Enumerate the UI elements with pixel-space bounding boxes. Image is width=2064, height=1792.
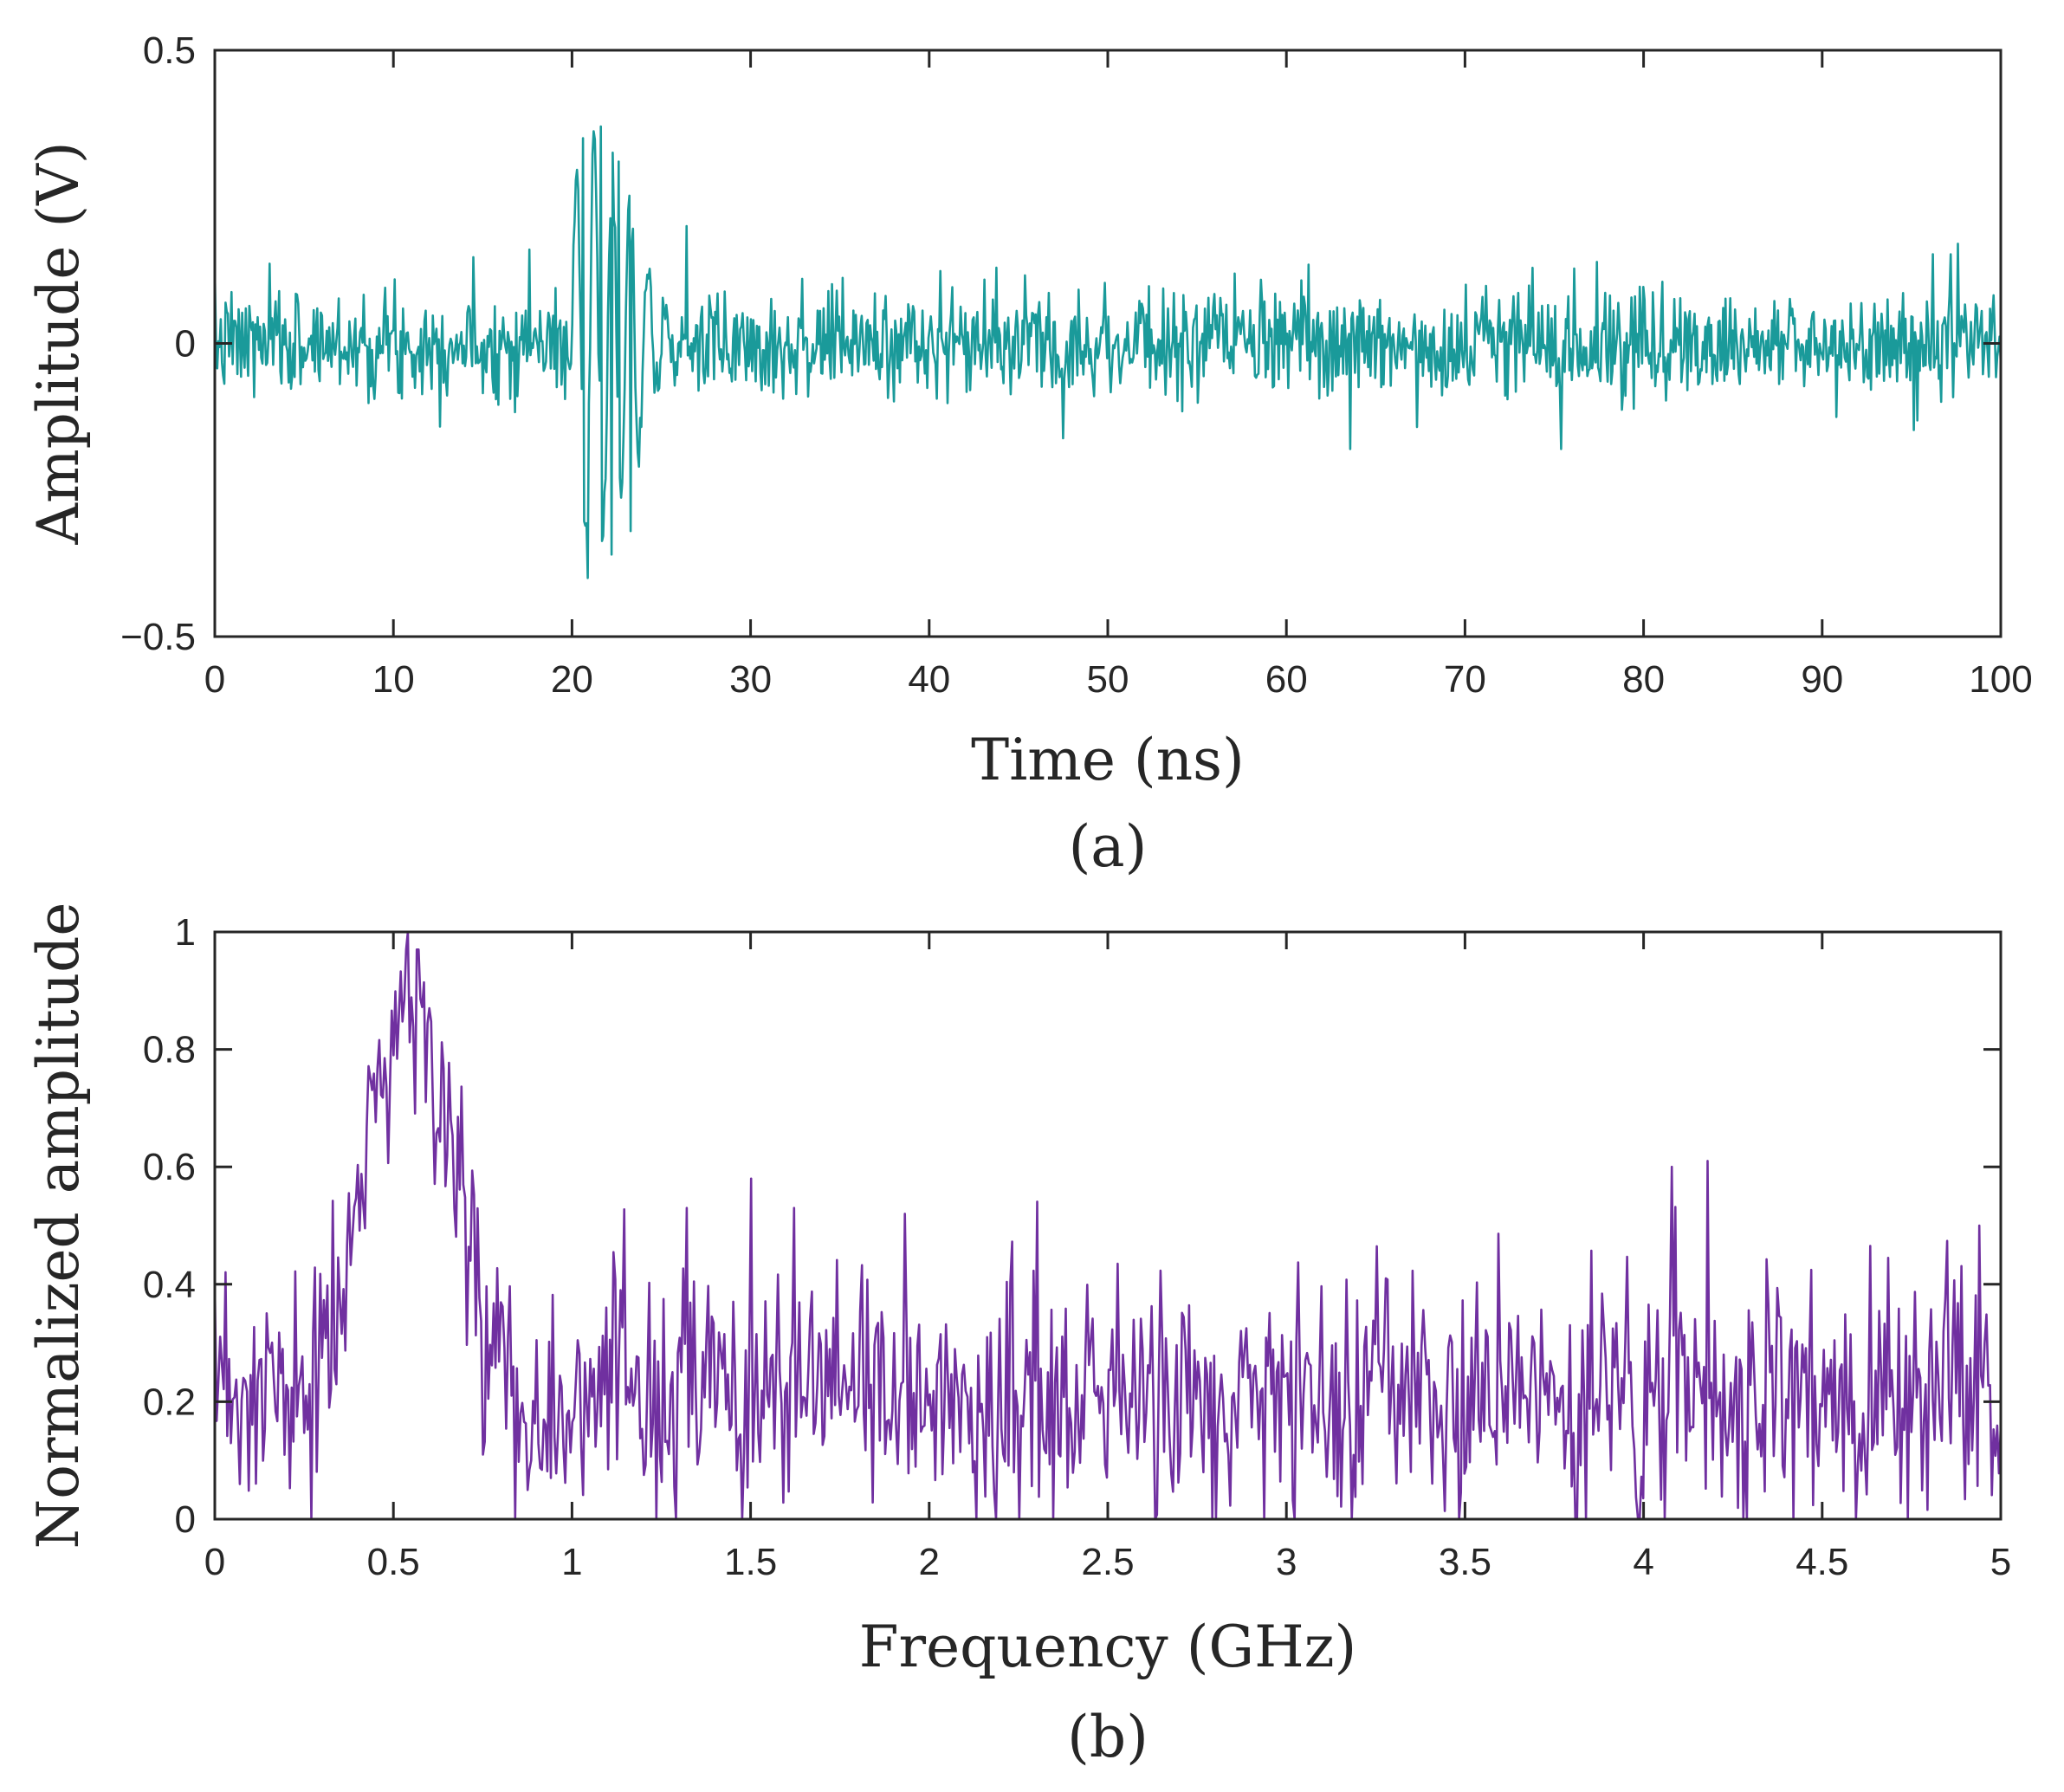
x-tick-label-b-0: 0: [204, 1541, 225, 1583]
y-tick-label-a-0: −0.5: [120, 616, 196, 658]
y-tick-label-b-1: 0.2: [143, 1381, 196, 1423]
x-tick-label-b-1: 0.5: [367, 1541, 420, 1583]
panel-label-b: (b): [1067, 1704, 1148, 1770]
x-tick-label-b-5: 2.5: [1081, 1541, 1134, 1583]
x-tick-label-a-0: 0: [204, 658, 225, 701]
series-line-time-signal: [213, 125, 2003, 579]
panel-b-spectrum: 0 0.5 1 1.5 2 2.5 3 3.5 4 4.5 5 0 0.2 0.4 0.6 0.8 1 Fre…: [25, 902, 2011, 1770]
y-axis-label-b: Normalized amplitude: [25, 902, 92, 1549]
x-tick-label-a-1: 10: [372, 658, 415, 701]
x-tick-label-a-4: 40: [908, 658, 950, 701]
y-axis-b: 0 0.2 0.4 0.6 0.8 1: [143, 911, 2001, 1541]
x-tick-label-a-8: 80: [1622, 658, 1665, 701]
x-axis-b: 0 0.5 1 1.5 2 2.5 3 3.5 4 4.5 5: [204, 932, 2011, 1583]
x-tick-label-b-3: 1.5: [724, 1541, 777, 1583]
y-tick-label-b-4: 0.8: [143, 1029, 196, 1071]
y-tick-label-b-5: 1: [175, 911, 196, 954]
panel-a-time-domain: 0 10 20 30 40 50 60 70 80 90 100 −0.500.5 Time (ns…: [25, 29, 2033, 880]
x-tick-label-a-2: 20: [551, 658, 593, 701]
x-tick-label-a-9: 90: [1801, 658, 1843, 701]
x-tick-label-b-10: 5: [1990, 1541, 2011, 1583]
x-tick-label-b-7: 3.5: [1439, 1541, 1491, 1583]
x-tick-label-b-8: 4: [1633, 1541, 1653, 1583]
x-tick-label-a-10: 100: [1969, 658, 2032, 701]
x-tick-label-a-6: 60: [1265, 658, 1308, 701]
x-axis-a: 0 10 20 30 40 50 60 70 80 90 100: [204, 50, 2033, 701]
x-tick-label-a-5: 50: [1087, 658, 1129, 701]
y-tick-label-b-2: 0.4: [143, 1264, 196, 1306]
y-tick-label-a-2: 0.5: [143, 29, 196, 72]
panel-label-a: (a): [1069, 813, 1148, 880]
y-axis-label-a: Amplitude (V): [25, 141, 92, 545]
x-tick-label-b-9: 4.5: [1795, 1541, 1848, 1583]
x-tick-label-b-6: 3: [1276, 1541, 1297, 1583]
x-tick-label-a-3: 30: [729, 658, 772, 701]
y-tick-label-b-0: 0: [175, 1498, 196, 1541]
x-tick-label-a-7: 70: [1444, 658, 1486, 701]
y-tick-label-a-1: 0: [175, 323, 196, 366]
y-tick-label-b-3: 0.6: [143, 1146, 196, 1188]
series-line-spectrum: [213, 930, 2003, 1521]
x-axis-label-a: Time (ns): [971, 727, 1245, 793]
x-axis-label-b: Frequency (GHz): [859, 1614, 1357, 1680]
y-axis-a: −0.5 0 0.5: [120, 29, 2001, 658]
x-tick-label-b-4: 2: [919, 1541, 940, 1583]
x-tick-label-b-2: 1: [561, 1541, 582, 1583]
